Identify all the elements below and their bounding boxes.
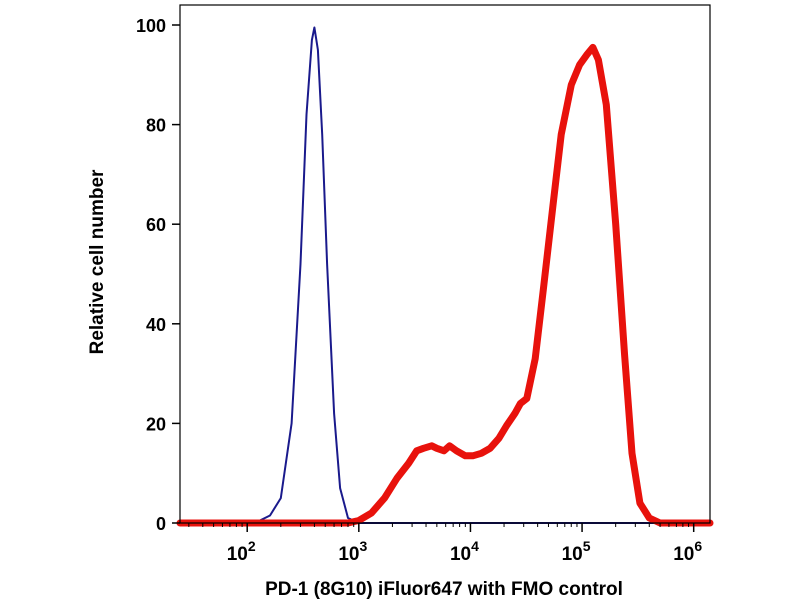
x-tick-label: 105 [562,538,591,565]
x-tick-label: 106 [673,538,702,565]
x-tick-exponent: 4 [471,538,479,554]
x-tick-base: 10 [673,544,694,565]
y-tick-label: 100 [136,16,166,36]
y-tick-label: 40 [146,315,166,335]
y-axis-title: Relative cell number [87,169,108,354]
y-tick-label: 20 [146,414,166,434]
x-tick-exponent: 5 [583,538,591,554]
series-line-1 [179,26,711,524]
y-tick-label: 60 [146,215,166,235]
x-tick-exponent: 2 [248,538,256,554]
x-tick-base: 10 [450,544,471,565]
plot-frame [179,4,711,524]
x-axis-title: PD-1 (8G10) iFluor647 with FMO control [265,579,623,600]
y-tick-label: 80 [146,116,166,136]
x-tick-exponent: 3 [359,538,367,554]
x-tick-base: 10 [562,544,583,565]
x-tick-label: 102 [227,538,256,565]
x-tick-label: 103 [338,538,367,565]
series-layer [176,26,714,527]
x-tick-base: 10 [227,544,248,565]
axes [172,4,711,532]
x-tick-exponent: 6 [694,538,702,554]
x-tick-base: 10 [338,544,359,565]
y-tick-label: 0 [156,514,166,534]
series-line-2 [176,43,714,527]
x-tick-label: 104 [450,538,479,565]
